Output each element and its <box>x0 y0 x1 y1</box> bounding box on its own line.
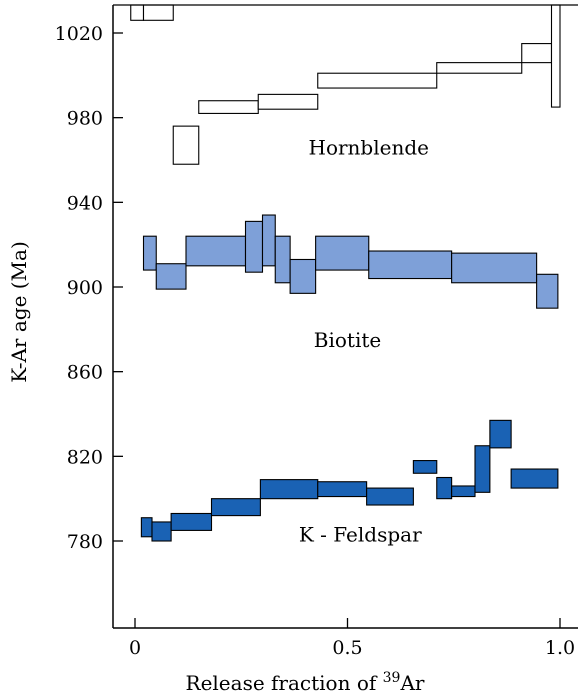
annotations-layer: Hornblende Biotite K - Feldspar <box>299 135 429 546</box>
step-box <box>274 235 291 284</box>
step-box <box>155 263 187 290</box>
y-tick-label: 900 <box>67 277 103 299</box>
step-box <box>489 419 512 449</box>
step-box <box>210 498 261 517</box>
step-box <box>412 460 438 474</box>
y-tick-label: 860 <box>67 362 103 384</box>
step-box <box>436 62 523 74</box>
y-tick-label: 940 <box>67 192 103 214</box>
step-box <box>142 4 174 21</box>
step-box <box>261 214 276 267</box>
series-annotation: Biotite <box>314 328 381 352</box>
series-hornblende <box>130 4 561 165</box>
ticks-layer: 780 820 860 900 940 980 1020 0 0.5 1.0 <box>55 23 575 659</box>
step-box <box>451 485 476 498</box>
y-axis-label: K-Ar age (Ma) <box>7 241 31 383</box>
x-tick-label: 0.5 <box>332 637 362 659</box>
step-box <box>140 517 153 538</box>
step-box <box>436 476 453 500</box>
series-annotation: Hornblende <box>309 135 429 159</box>
y-tick-label: 780 <box>67 531 103 553</box>
y-tick-label: 820 <box>67 446 103 468</box>
step-box <box>130 4 145 21</box>
x-axis-label: Release fraction of 39Ar <box>186 670 425 695</box>
step-box <box>536 273 559 309</box>
step-box <box>521 43 553 64</box>
step-box <box>317 481 368 498</box>
step-box <box>366 487 414 506</box>
step-box <box>151 521 172 542</box>
step-box <box>315 235 370 271</box>
x-tick-label: 0 <box>129 637 141 659</box>
step-box <box>185 235 247 267</box>
x-tick-label: 1.0 <box>545 637 575 659</box>
step-box <box>170 512 213 531</box>
step-box <box>550 4 561 108</box>
step-box <box>510 468 559 489</box>
y-tick-label: 1020 <box>55 23 103 45</box>
step-box <box>259 479 319 500</box>
series-k-feldspar <box>140 419 559 542</box>
step-box <box>317 72 438 89</box>
series-annotation: K - Feldspar <box>299 523 422 547</box>
step-box <box>198 100 259 114</box>
step-box <box>451 252 538 284</box>
series-layer <box>130 4 561 542</box>
step-box <box>368 250 453 280</box>
series-biotite <box>142 214 559 309</box>
step-box <box>257 93 319 110</box>
step-box <box>172 125 200 165</box>
step-box <box>142 235 157 271</box>
y-tick-label: 980 <box>67 108 103 130</box>
step-box <box>244 220 264 273</box>
step-box <box>474 445 491 493</box>
step-box <box>289 258 317 294</box>
